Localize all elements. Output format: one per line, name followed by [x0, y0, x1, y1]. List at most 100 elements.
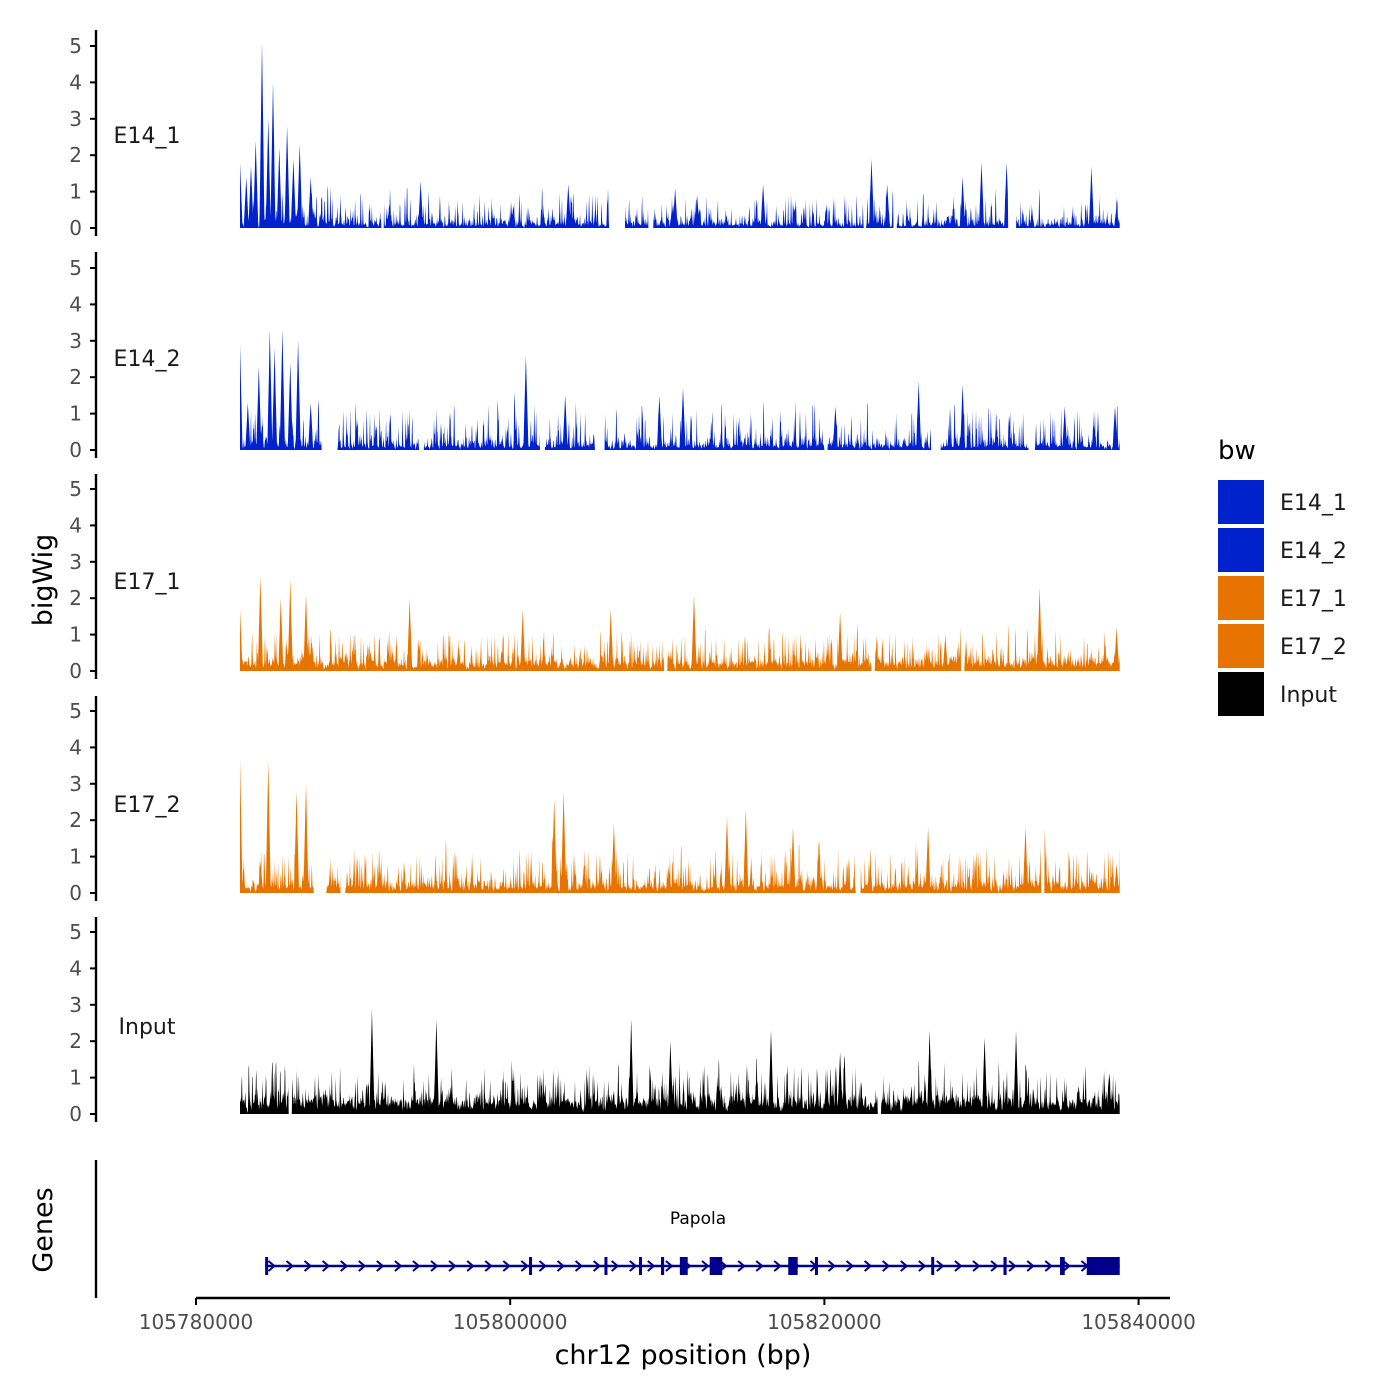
y-tick-label-e17-1-2: 2 — [69, 586, 82, 610]
strand-arrow-icon — [900, 1260, 909, 1272]
legend-item-input: Input — [1218, 672, 1337, 716]
strand-arrow-icon — [845, 1260, 855, 1272]
strand-arrow-icon — [1008, 1260, 1017, 1272]
strand-arrow-icon — [665, 1260, 674, 1272]
gene-exon-4 — [639, 1257, 643, 1275]
y-axis-input: 0 1 2 3 4 5 — [69, 917, 98, 1126]
x-tick-label-105800000: 105800000 — [453, 1310, 568, 1334]
y-tick-label-input-3: 3 — [69, 993, 82, 1017]
strand-arrow-icon — [376, 1260, 385, 1272]
y-tick-label-e14-2-3: 3 — [69, 329, 82, 353]
strand-arrow-icon — [574, 1260, 584, 1272]
strand-arrow-icon — [1026, 1260, 1035, 1272]
legend-item-e17-1: E17_1 — [1218, 576, 1347, 620]
legend-label-input: Input — [1280, 683, 1337, 708]
y-tick-label-e14-1-3: 3 — [69, 107, 82, 131]
gene-exon-13 — [1086, 1257, 1120, 1275]
strand-arrow-icon — [755, 1260, 764, 1272]
y-axis-e17-2: 0 1 2 3 4 5 — [69, 696, 98, 905]
y-tick-label-input-4: 4 — [69, 956, 82, 980]
y-tick-label-e17-1-5: 5 — [69, 477, 82, 501]
strand-arrow-icon — [466, 1260, 475, 1272]
strand-arrow-icon — [918, 1260, 927, 1272]
gene-exon-11 — [1003, 1257, 1007, 1275]
strand-arrow-icon — [484, 1260, 493, 1272]
strand-arrow-icon — [972, 1260, 981, 1272]
x-tick-label-105840000: 105840000 — [1081, 1310, 1196, 1334]
gene-exon-8 — [788, 1257, 798, 1275]
y-tick-label-e14-1-0: 0 — [69, 216, 82, 240]
strand-arrow-icon — [1044, 1260, 1053, 1272]
strand-arrow-icon — [502, 1260, 511, 1272]
gene-exon-5 — [661, 1257, 665, 1275]
track-label-e17-2: E17_2 — [114, 793, 181, 818]
y-tick-label-e14-2-2: 2 — [69, 365, 82, 389]
track-panel-e17-2: 0 1 2 3 4 5 E17_2 — [69, 696, 1120, 905]
gene-exon-3 — [604, 1257, 608, 1275]
x-axis-title: chr12 position (bp) — [555, 1340, 812, 1371]
legend-key-e14-2 — [1218, 528, 1264, 572]
y-tick-label-e14-2-5: 5 — [69, 256, 82, 280]
y-tick-label-e17-1-1: 1 — [69, 623, 82, 647]
y-tick-label-e17-2-0: 0 — [69, 881, 82, 905]
y-tick-label-e14-1-2: 2 — [69, 143, 82, 167]
strand-arrow-icon — [285, 1260, 295, 1272]
signal-area-e14-2 — [240, 329, 1120, 450]
signal-area-e14-1 — [240, 42, 1120, 229]
strand-arrow-icon — [340, 1260, 349, 1272]
gene-exon-6 — [679, 1257, 688, 1275]
y-tick-label-e14-1-4: 4 — [69, 70, 82, 94]
strand-arrow-icon — [629, 1260, 638, 1272]
legend-key-e17-2 — [1218, 624, 1264, 668]
strand-arrow-icon — [448, 1260, 457, 1272]
strand-arrow-icon — [321, 1260, 331, 1272]
strand-arrow-icon — [647, 1260, 656, 1272]
track-label-e14-2: E14_2 — [114, 347, 181, 372]
track-label-e14-1: E14_1 — [114, 124, 181, 149]
gene-exon-2 — [529, 1257, 533, 1275]
y-tick-label-e17-2-2: 2 — [69, 808, 82, 832]
track-label-e17-1: E17_1 — [114, 570, 181, 595]
strand-arrow-icon — [827, 1260, 837, 1272]
y-axis-title: bigWig — [28, 534, 59, 627]
signal-area-input — [240, 1008, 1120, 1114]
y-tick-label-e14-2-0: 0 — [69, 438, 82, 462]
signal-area-e17-1 — [240, 576, 1120, 671]
strand-arrow-icon — [990, 1260, 999, 1272]
legend-label-e17-1: E17_1 — [1280, 587, 1347, 612]
y-tick-label-e17-1-4: 4 — [69, 513, 82, 537]
legend-item-e17-2: E17_2 — [1218, 624, 1347, 668]
legend-item-e14-1: E14_1 — [1218, 480, 1347, 524]
y-tick-label-e14-2-4: 4 — [69, 292, 82, 316]
strand-arrow-icon — [430, 1260, 439, 1272]
track-panel-e14-2: 0 1 2 3 4 5 E14_2 — [69, 252, 1120, 462]
strand-arrow-icon — [538, 1260, 547, 1272]
y-axis-e17-1: 0 1 2 3 4 5 — [69, 474, 98, 683]
gene-exon-9 — [814, 1257, 818, 1275]
track-panel-e14-1: 0 1 2 3 4 5 E14_1 — [69, 30, 1120, 240]
y-tick-label-e14-2-1: 1 — [69, 402, 82, 426]
strand-arrow-icon — [592, 1260, 602, 1272]
x-axis: 105780000 105800000 105820000 105840000 chr… — [139, 1296, 1196, 1371]
legend-title: bw — [1218, 436, 1256, 466]
strand-arrow-icon — [773, 1260, 782, 1272]
strand-arrow-icon — [936, 1260, 945, 1272]
legend: bw E14_1 E14_2 E17_1 E17_2 Input — [1218, 436, 1347, 716]
y-tick-label-input-2: 2 — [69, 1029, 82, 1053]
strand-arrow-icon — [303, 1260, 313, 1272]
y-tick-label-input-0: 0 — [69, 1102, 82, 1126]
y-tick-label-e17-2-1: 1 — [69, 845, 82, 869]
y-tick-label-e14-1-5: 5 — [69, 34, 82, 58]
y-axis-e14-2: 0 1 2 3 4 5 — [69, 252, 98, 462]
y-tick-label-e14-1-1: 1 — [69, 180, 82, 204]
track-label-input: Input — [119, 1015, 176, 1040]
legend-key-e14-1 — [1218, 480, 1264, 524]
signal-area-e17-2 — [240, 758, 1120, 893]
x-tick-label-105820000: 105820000 — [767, 1310, 882, 1334]
genes-track: Genes Papola — [28, 1160, 1120, 1298]
track-panel-input: 0 1 2 3 4 5 Input — [69, 917, 1120, 1126]
legend-key-e17-1 — [1218, 576, 1264, 620]
strand-arrow-icon — [556, 1260, 566, 1272]
strand-arrow-icon — [954, 1260, 963, 1272]
